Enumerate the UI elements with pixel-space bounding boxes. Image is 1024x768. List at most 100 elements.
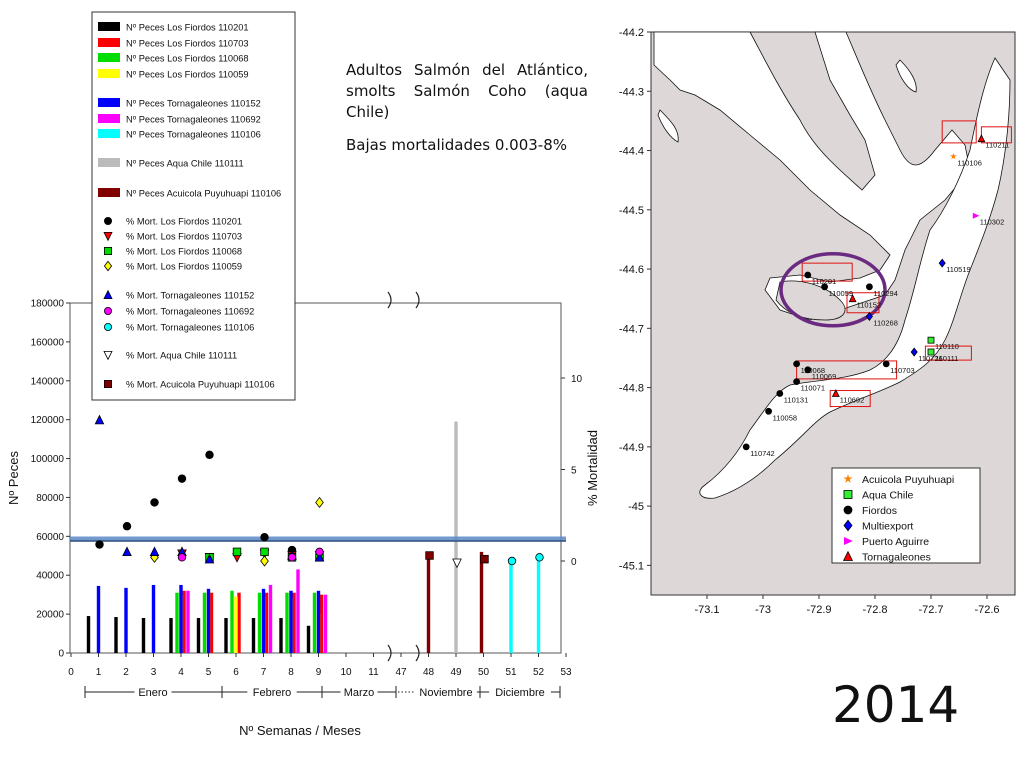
bar	[186, 590, 190, 653]
x-tick-label: 51	[505, 667, 517, 678]
site-marker	[972, 212, 980, 219]
site-label: 110058	[773, 413, 797, 422]
mortality-marker	[150, 498, 159, 507]
map-y-tick-label: -45.1	[619, 560, 644, 572]
site-box	[924, 345, 972, 361]
y2-tick-label: 0	[571, 557, 577, 568]
bar	[319, 594, 324, 653]
mortality-marker	[122, 546, 132, 557]
x-tick-label: 52	[533, 667, 545, 678]
map-y-tick-label: -44.5	[619, 205, 644, 217]
site-label: 110059	[829, 289, 853, 298]
fjord-channel-north	[653, 31, 971, 321]
bar	[224, 618, 228, 653]
month-label-bg	[134, 684, 172, 699]
site-label: 110152	[857, 301, 881, 310]
legend-swatch	[98, 188, 120, 197]
site-label: 110692	[840, 396, 864, 405]
legend-marker	[104, 306, 113, 315]
x-tick-label: 11	[368, 667, 379, 678]
legend-marker	[104, 216, 113, 225]
site-label: 110071	[801, 384, 825, 393]
y-tick-label: 180000	[31, 299, 65, 310]
site-marker	[950, 152, 957, 160]
site-label: 110211	[985, 141, 1009, 150]
bar	[86, 616, 91, 653]
legend-label: % Mort. Tornagaleones 110106	[126, 323, 254, 333]
mortality-marker	[260, 555, 269, 567]
site-marker	[848, 294, 857, 303]
map-legend-label: Aqua Chile	[862, 490, 914, 502]
site-box	[801, 262, 853, 282]
legend-label: % Mort. Tornagaleones 110152	[126, 291, 254, 301]
map-x-tick-label: -73.1	[694, 604, 719, 616]
mortality-marker	[315, 496, 324, 509]
inlet	[657, 109, 679, 143]
site-marker	[793, 360, 801, 368]
y-tick-label: 60000	[36, 532, 64, 543]
map-legend-label: Acuicola Puyuhuapi	[862, 474, 954, 486]
mortality-marker	[122, 522, 132, 531]
y2-tick-label: 5	[571, 466, 577, 477]
bar	[96, 585, 101, 653]
mortality-marker	[452, 558, 462, 569]
legend-frame	[91, 11, 296, 401]
legend-marker	[104, 379, 113, 388]
bar	[114, 617, 118, 653]
bar	[230, 590, 234, 653]
site-label: 110519	[946, 265, 970, 274]
site-label: 110131	[784, 396, 808, 405]
site-label: 110069	[812, 372, 836, 381]
bar	[257, 592, 262, 653]
bar	[292, 592, 296, 653]
bar	[536, 559, 541, 653]
x-tick-label: 0	[68, 667, 74, 678]
legend-label: % Mort. Los Fiordos 110703	[126, 232, 242, 242]
site-marker	[793, 378, 801, 386]
y-tick-label: 100000	[31, 454, 65, 465]
bar	[202, 592, 207, 653]
site-marker	[776, 390, 784, 397]
mortality-marker	[232, 547, 242, 557]
site-label: 110110	[935, 342, 959, 351]
site-label: 110111	[935, 354, 958, 363]
site-marker	[977, 134, 986, 143]
x-tick-label: 50	[478, 667, 490, 678]
mortality-marker	[95, 540, 104, 549]
bar	[196, 618, 201, 653]
x-tick-label: 1	[96, 667, 102, 678]
legend-label: Nº Peces Tornagaleones 110106	[126, 130, 261, 140]
map-legend: Acuicola Puyuhuapi Aqua Chile Fiordos Multi…	[831, 467, 981, 564]
site-marker	[910, 347, 918, 357]
legend-swatch	[98, 22, 120, 31]
x-tick-label: 7	[261, 667, 267, 678]
bar	[279, 618, 283, 653]
mortality-marker	[260, 547, 269, 557]
legend-marker	[103, 260, 113, 272]
legend-label: % Mort. Aqua Chile 110111	[126, 351, 237, 361]
mortality-marker	[480, 554, 489, 564]
y2-axis-label: % Mortalidad	[585, 430, 600, 506]
site-box	[829, 390, 871, 408]
bar	[264, 592, 269, 653]
site-map: -73.1 -73 -72.9 -72.8 -72.7 -72.6 -44.2 -44.3 -4…	[619, 27, 1016, 616]
description-line-2: Bajas mortalidades 0.003-8%	[346, 136, 567, 154]
legend-marker	[103, 350, 113, 361]
month-label: Febrero	[253, 687, 292, 699]
site-label: 110703	[890, 366, 914, 375]
month-label-bg	[247, 684, 297, 699]
x-tick-label: 8	[288, 667, 294, 678]
legend-label: Nº Peces Los Fiordos 110059	[126, 70, 249, 80]
axis-break-mark	[415, 291, 420, 309]
map-y-tick-label: -44.8	[619, 383, 644, 395]
y-tick-label: 120000	[31, 415, 65, 426]
description-line-1: Adultos Salmón del Atlántico, smolts Sal…	[346, 61, 588, 121]
legend-marker	[104, 322, 113, 331]
map-y-tick-label: -44.2	[619, 27, 644, 39]
bar	[141, 618, 146, 653]
mortality-marker	[314, 551, 325, 562]
map-x-tick-label: -72.7	[918, 604, 943, 616]
mortality-marker	[315, 547, 324, 557]
x-tick-label: 53	[560, 667, 572, 678]
site-label: 110068	[801, 366, 825, 375]
